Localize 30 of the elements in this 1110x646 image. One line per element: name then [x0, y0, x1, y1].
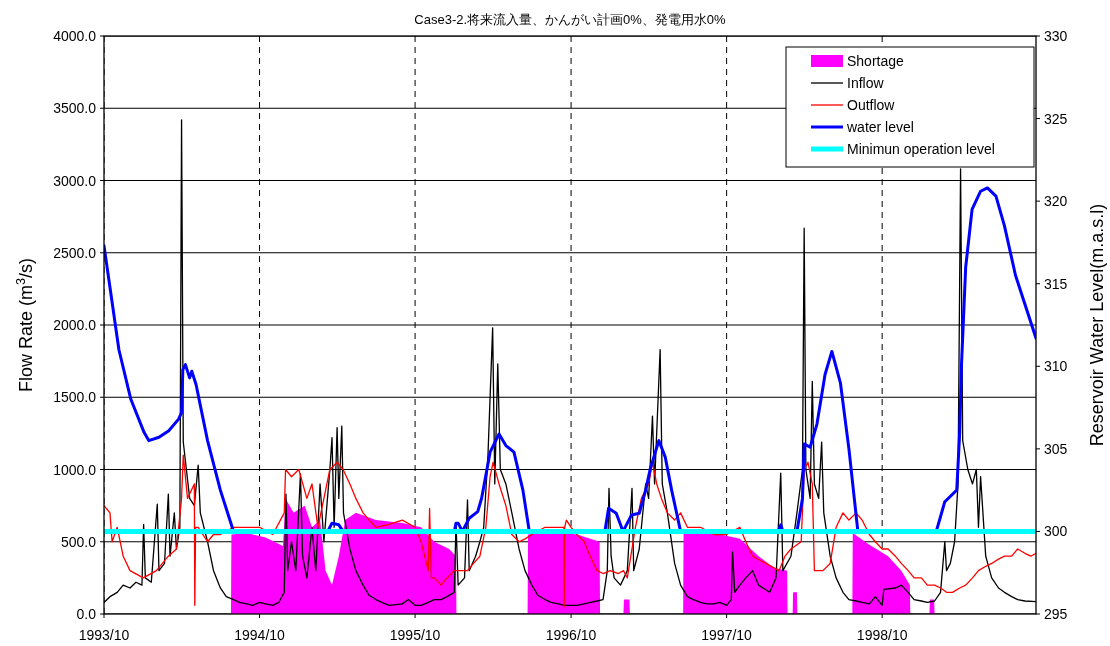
legend-label: Shortage — [847, 53, 905, 69]
legend-label: water level — [846, 119, 914, 135]
legend-label: Inflow — [847, 75, 885, 91]
y-tick-label: 2500.0 — [53, 244, 97, 261]
y-tick-label: 1000.0 — [53, 461, 97, 478]
x-tick-label: 1996/10 — [545, 627, 597, 643]
y2-tick-label: 330 — [1044, 28, 1068, 44]
legend-label: Outflow — [847, 97, 896, 113]
y-tick-label: 4000.0 — [53, 28, 97, 44]
x-tick-label: 1995/10 — [389, 627, 441, 643]
y-tick-label: 2000.0 — [53, 317, 97, 333]
y-tick-label: 0.0 — [76, 606, 97, 622]
x-tick-label: 1994/10 — [234, 627, 286, 643]
y2-tick-label: 315 — [1044, 275, 1068, 292]
legend-label: Minimun operation level — [847, 141, 995, 157]
y2-tick-label: 305 — [1044, 440, 1068, 457]
y2-tick-label: 300 — [1044, 523, 1068, 540]
y2-tick-label: 320 — [1044, 193, 1068, 210]
y-tick-label: 3000.0 — [53, 172, 97, 189]
y-tick-label: 500.0 — [60, 533, 97, 550]
y-tick-label: 1500.0 — [53, 389, 97, 406]
chart-title: Case3-2.将来流入量、かんがい計画0%、発電用水0% — [414, 12, 727, 27]
x-tick-label: 1998/10 — [856, 627, 908, 643]
y2-tick-label: 310 — [1044, 358, 1068, 375]
y2-tick-label: 295 — [1044, 606, 1068, 622]
x-tick-label: 1993/10 — [78, 627, 130, 643]
x-tick-label: 1997/10 — [701, 627, 753, 643]
y2-tick-label: 325 — [1044, 110, 1068, 127]
y-tick-label: 3500.0 — [53, 100, 97, 117]
y2-axis-title: Reservoir Water Level(m.a.s.l) — [1087, 203, 1107, 447]
